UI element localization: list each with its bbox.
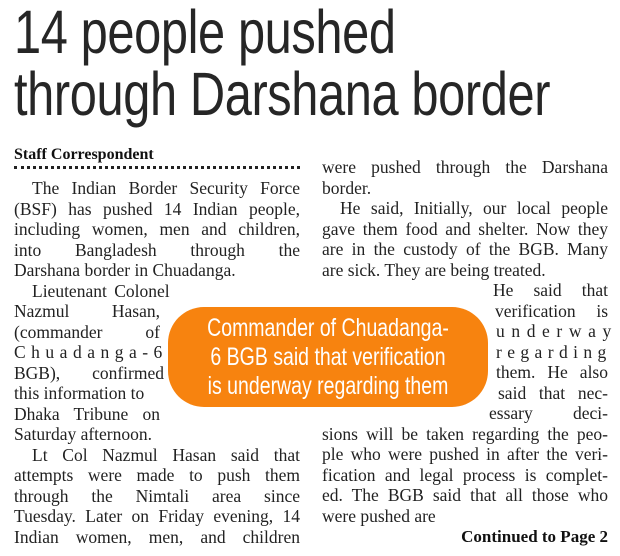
body-line: are sick. They are being treated. (322, 259, 546, 280)
body-line: Dhaka Tribune on (14, 403, 160, 424)
body-line: are in the custody of the BGB. Many (322, 239, 608, 259)
body-line: sions will be taken regarding the peo- (322, 423, 608, 444)
body-line: gave them food and shelter. Now they (322, 218, 608, 239)
byline: Staff Correspondent (14, 146, 154, 163)
headline-line-1: 14 people pushed (14, 0, 396, 66)
body-line: verification is (495, 300, 608, 321)
body-line: ple who were pushed in after the veri- (322, 444, 608, 464)
body-line: He said, Initially, our local people (340, 198, 608, 218)
body-line: Chuadanga-6 (14, 342, 168, 362)
body-line: Darshana border in Chuadanga. (14, 260, 236, 280)
body-line: were pushed are (322, 505, 436, 526)
body-line: underway (496, 321, 618, 341)
body-line: regarding (496, 341, 612, 362)
pull-quote-text: Commander of Chuadanga-6 BGB said that v… (207, 313, 449, 400)
body-line: were pushed through the Darshana (322, 157, 608, 177)
body-line: BGB), confirmed (14, 362, 164, 383)
body-line: border. (322, 177, 372, 198)
body-line: Tuesday. Later on Friday evening, 14 (14, 506, 300, 526)
continued-to-page-label: Continued to Page 2 (461, 527, 608, 546)
body-line: fication and legal process is complet- (322, 464, 608, 485)
body-line: them. He also (496, 362, 608, 382)
body-line: (BSF) has pushed 14 Indian people, (14, 198, 300, 219)
headline-line-2: through Darshana border (14, 60, 551, 128)
body-line: through the Nimtali area since (14, 485, 300, 506)
dotted-divider (14, 166, 300, 169)
body-line: Indian women, men, and children (14, 526, 300, 547)
body-line: essary deci- (489, 403, 608, 423)
body-line: including women, men and children, (14, 219, 300, 239)
body-line: (commander of (14, 321, 160, 342)
body-line: Nazmul Hasan, (14, 301, 160, 321)
body-line: Lt Col Nazmul Hasan said that (32, 444, 300, 465)
pull-quote-callout: Commander of Chuadanga-6 BGB said that v… (168, 307, 488, 407)
body-line: said that nec- (498, 382, 608, 403)
body-line: He said that (493, 280, 608, 300)
body-line: into Bangladesh through the (14, 239, 300, 260)
body-line: Saturday afternoon. (14, 424, 153, 444)
body-line: this information to (14, 383, 145, 403)
body-line: Lieutenant Colonel (32, 280, 170, 301)
body-line: The Indian Border Security Force (32, 178, 300, 198)
body-line: attempts were made to push them (14, 465, 300, 485)
body-line: ed. The BGB said that all those who (322, 485, 608, 505)
